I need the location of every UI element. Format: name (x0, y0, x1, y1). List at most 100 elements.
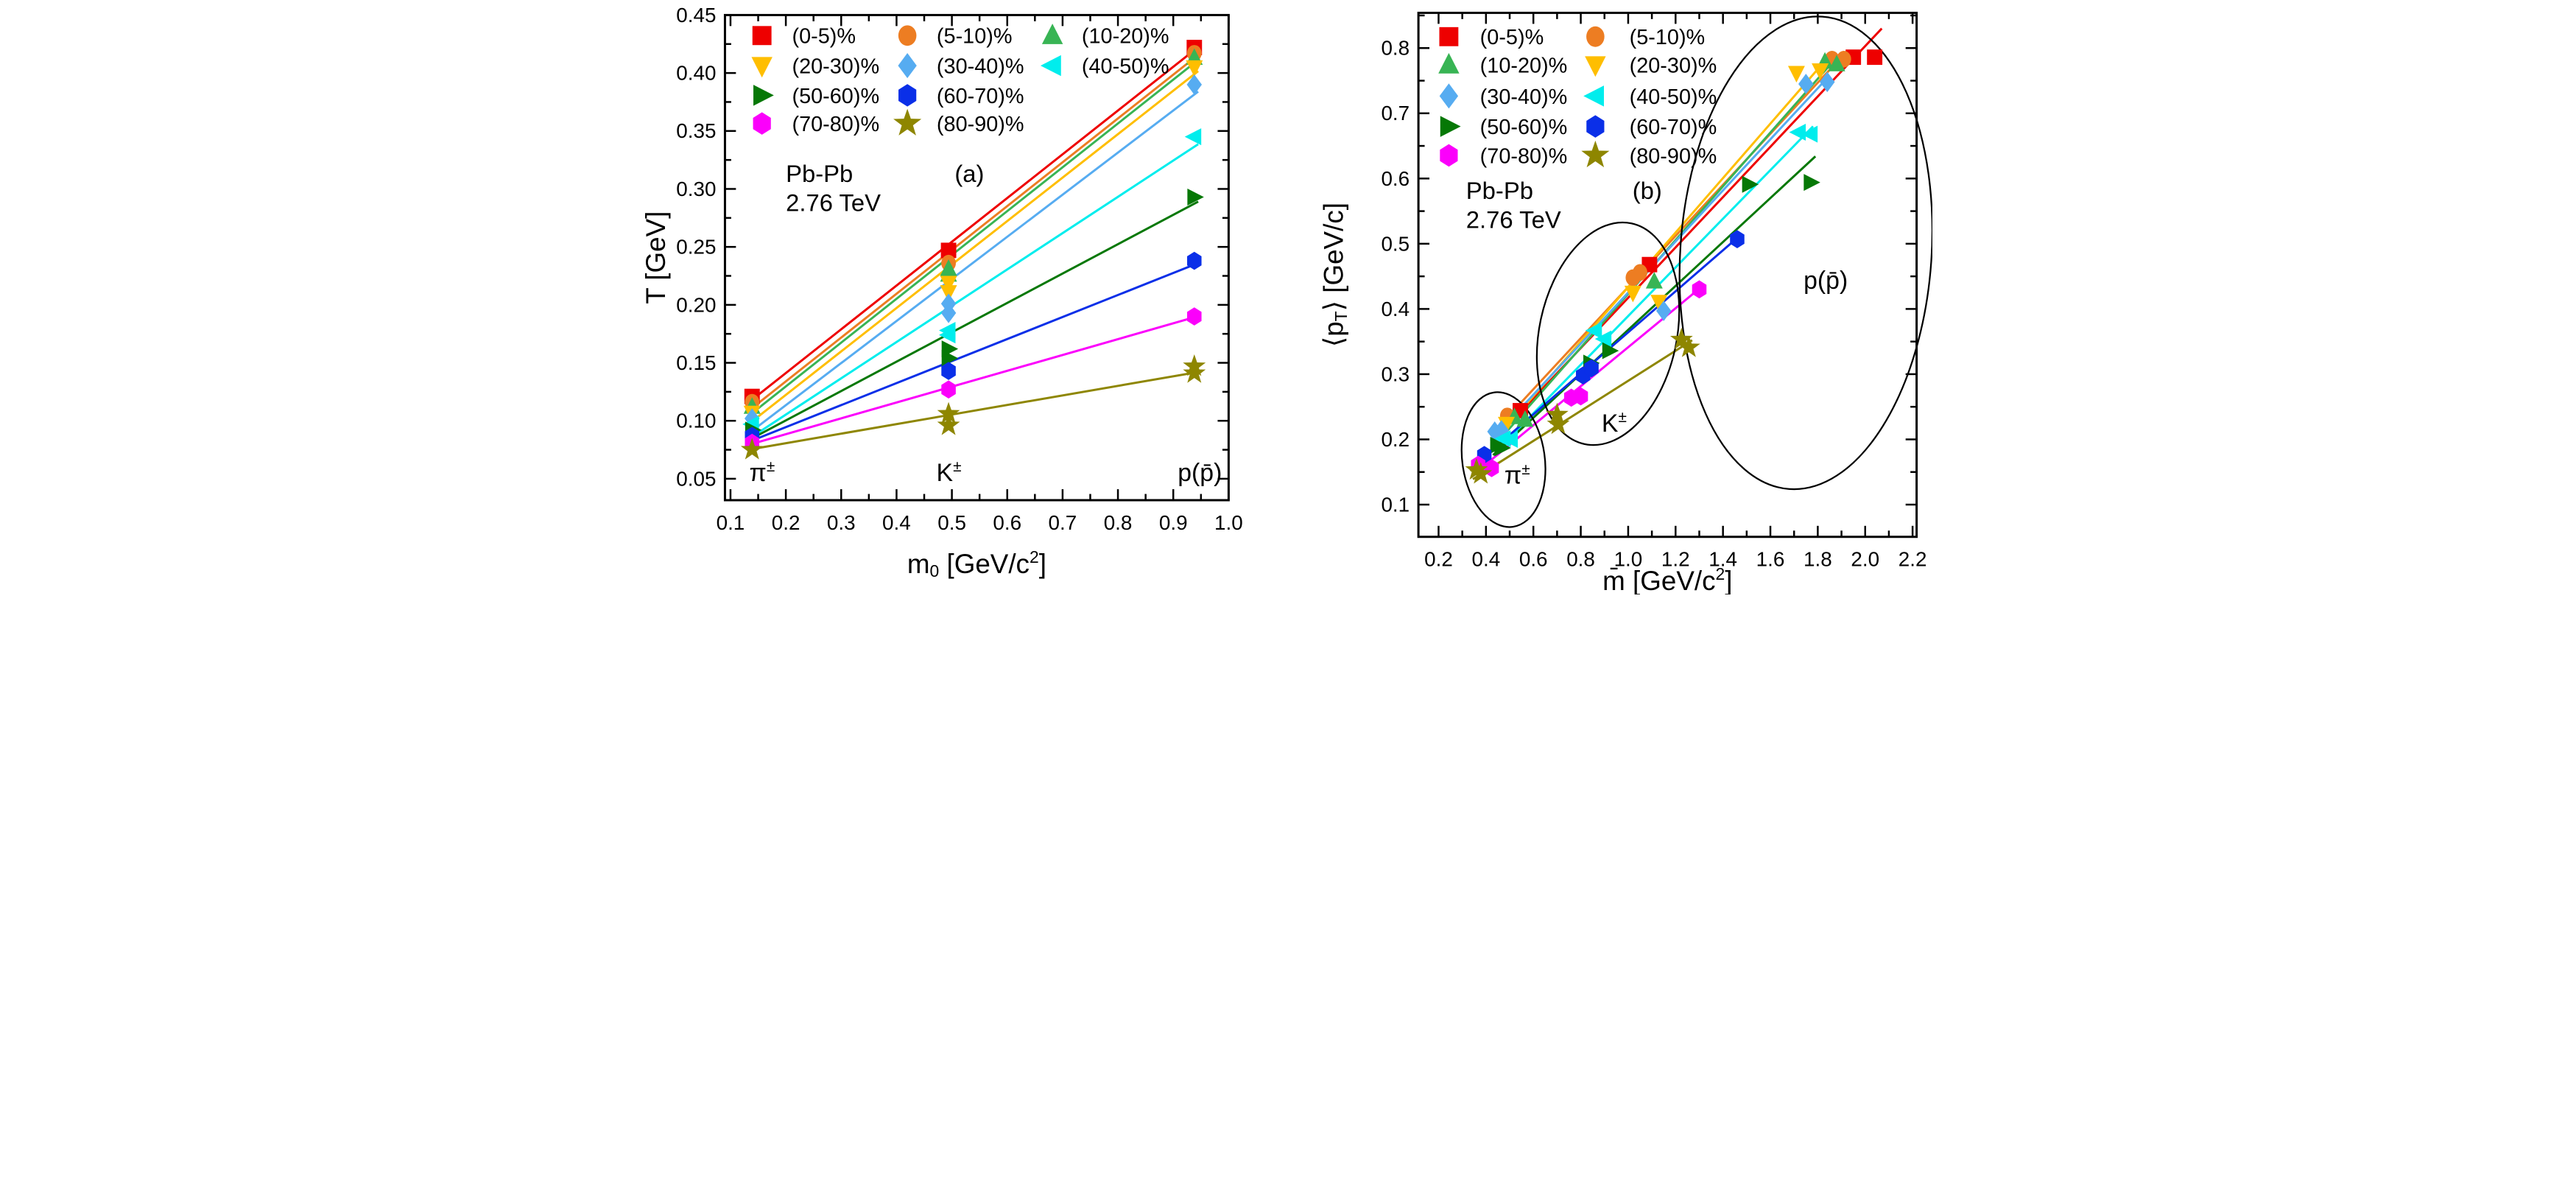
data-point (1650, 295, 1668, 312)
legend-marker-(50-60)% (1440, 116, 1461, 137)
fit-line (747, 91, 1199, 435)
data-point (1742, 175, 1759, 193)
legend-marker-(60-70)% (898, 84, 917, 107)
panel-a: Pb-Pb 2.76 TeV (a) π± K± p(p̄) (0-5)% (5-10)% (1… (644, 4, 1284, 594)
data-point (1812, 63, 1829, 80)
cluster-ellipse-pion-cluster (1460, 391, 1546, 528)
data-point (1789, 123, 1806, 141)
y-tick-label: 0.2 (1381, 428, 1410, 451)
axes: 0.1 0.2 0.3 0.4 0.5 0.6 0.7 0.8 0.9 1.0 0.05 0.10 0.… (644, 4, 1243, 580)
legend: (0-5)% (5-10)% (10-20)% (20-30)% (30-40)% (40… (1438, 26, 1717, 168)
data-point (1633, 264, 1647, 281)
legend-marker-(40-50)% (1040, 55, 1061, 77)
data-point (1493, 430, 1511, 448)
data-point (1186, 60, 1203, 77)
legend-label-(30-40)%: (30-40)% (1480, 85, 1568, 109)
legend-label-(60-70)%: (60-70)% (1630, 116, 1717, 139)
legend-marker-(5-10)% (1586, 26, 1605, 47)
x-tick-label: 0.7 (1049, 511, 1077, 534)
legend-label-(0-5)%: (0-5)% (1480, 26, 1544, 49)
data-point (740, 438, 764, 460)
x-axis-title: m0 [GeV/c2] (907, 547, 1046, 580)
legend-marker-(60-70)% (1586, 115, 1605, 138)
data-point (1469, 462, 1493, 484)
series-(40-50)% (1493, 123, 1818, 448)
legend-marker-(0-5)% (1439, 27, 1459, 46)
y-tick-label: 0.25 (676, 236, 716, 259)
data-point (1187, 307, 1202, 326)
y-tick-label: 0.40 (676, 62, 716, 85)
legend-marker-(20-30)% (751, 57, 773, 78)
annotation-panel-label: (b) (1633, 177, 1662, 204)
data-point (1183, 354, 1206, 376)
fit-line (1492, 155, 1817, 456)
data-point (1465, 457, 1488, 480)
legend-marker-(5-10)% (898, 25, 917, 46)
legend-label-(20-30)%: (20-30)% (792, 55, 879, 79)
series-(30-40)% (745, 74, 1203, 429)
fit-line (747, 59, 1199, 417)
annotation-proton-label: p(p̄) (1178, 459, 1222, 487)
fit-line (1502, 51, 1848, 424)
legend: (0-5)% (5-10)% (10-20)% (20-30)% (30-40)% (40… (751, 24, 1169, 136)
series-(80-90)% (1465, 327, 1700, 484)
panel-b-plot: Pb-Pb2.76 TeV (b) π± K± p(p̄) (0-5)% (5-10)% (1… (1292, 4, 1932, 594)
plot-background (644, 4, 1284, 594)
legend-marker-(10-20)% (1041, 24, 1063, 44)
y-tick-label: 0.7 (1381, 102, 1410, 124)
fit-line (748, 200, 1199, 441)
fit-line (1472, 339, 1693, 480)
annotation-system-label: Pb-Pb (1466, 177, 1533, 204)
data-point (1187, 189, 1204, 206)
legend-marker-(50-60)% (753, 85, 774, 106)
axis-box (723, 13, 1230, 502)
plot-background (1292, 4, 1932, 594)
x-tick-label: 1.6 (1756, 548, 1785, 571)
legend-marker-(30-40)% (898, 52, 917, 79)
x-tick-label: 0.5 (937, 511, 966, 534)
x-tick-label: 2.0 (1851, 548, 1879, 571)
axis-box (1417, 11, 1918, 538)
data-point (1585, 322, 1602, 340)
x-tick-label: 0.4 (882, 511, 911, 534)
legend-marker-(80-90)% (893, 108, 922, 136)
legend-marker-(30-40)% (1439, 83, 1459, 109)
x-tick-label: 0.8 (1104, 511, 1133, 534)
legend-label-(5-10)%: (5-10)% (1630, 26, 1706, 49)
figure: Pb-Pb 2.76 TeV (a) π± K± p(p̄) (0-5)% (5-10)% (1… (641, 0, 1935, 599)
data-point (1828, 55, 1845, 71)
axes: 0.2 0.4 0.6 0.8 1.0 1.2 1.4 1.6 1.8 2.0 2.2 0.1 0.2 0… (1319, 11, 1926, 594)
annotations: Pb-Pb2.76 TeV (b) π± K± p(p̄) (1466, 177, 1848, 490)
data-point (1692, 280, 1707, 299)
data-point (1867, 49, 1883, 66)
data-point (940, 276, 957, 293)
fit-line (748, 371, 1199, 451)
fit-line (747, 54, 1199, 412)
data-point (1730, 230, 1745, 248)
x-tick-label: 0.9 (1159, 511, 1188, 534)
y-tick-label: 0.1 (1381, 493, 1410, 516)
panel-b: Pb-Pb 2.76 TeV (b) π± K± p(p̄) (0-5)% (5-10)% (1… (1292, 4, 1932, 594)
y-tick-label: 0.6 (1381, 167, 1410, 190)
annotation-panel-label: (a) (954, 160, 984, 187)
y-tick-label: 0.05 (676, 467, 716, 490)
cluster-ellipse-proton-cluster (1678, 15, 1932, 491)
legend-marker-(70-80)% (753, 112, 771, 135)
data-point (1498, 416, 1516, 434)
y-axis-title: T [GeV] (644, 211, 671, 304)
x-tick-label: 1.4 (1708, 548, 1737, 571)
y-tick-label: 0.45 (676, 4, 716, 27)
annotation-pion-label: π± (1505, 461, 1530, 490)
x-tick-label: 0.4 (1471, 548, 1500, 571)
x-tick-label: 0.6 (993, 511, 1021, 534)
data-point (941, 362, 956, 380)
data-point (940, 303, 957, 323)
x-tick-label: 0.3 (827, 511, 856, 534)
series-(70-80)% (745, 307, 1202, 452)
fit-line (748, 315, 1199, 446)
data-point (937, 401, 960, 424)
y-tick-label: 0.8 (1381, 37, 1410, 60)
fit-line (747, 70, 1199, 425)
data-point (939, 326, 956, 344)
fit-lines (747, 46, 1199, 451)
